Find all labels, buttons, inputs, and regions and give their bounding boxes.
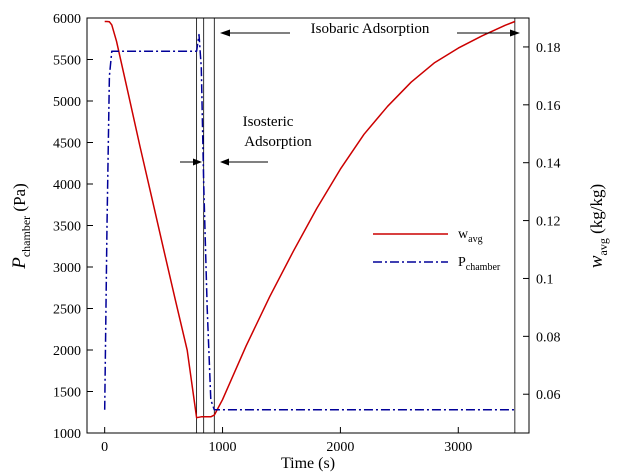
y-left-title-main: P xyxy=(9,257,30,270)
y-right-title-unit: (kg/kg) xyxy=(587,184,606,238)
y-right-tick-label: 0.1 xyxy=(536,272,554,287)
isosteric-label-line1: Isosteric xyxy=(243,114,294,130)
y-right-axis-title: wavg (kg/kg) xyxy=(586,184,610,268)
y-left-tick-label: 2500 xyxy=(53,303,81,318)
y-right-tick-label: 0.16 xyxy=(536,99,561,114)
y-left-tick-label: 3500 xyxy=(53,220,81,235)
y-right-tick-label: 0.12 xyxy=(536,215,561,230)
y-left-axis-ticks: 1000 1500 2000 2500 3000 3500 4000 4500 5000 5500… xyxy=(53,12,93,442)
isobaric-annotation: Isobaric Adsorption xyxy=(220,21,520,37)
y-left-tick-label: 2000 xyxy=(53,344,81,359)
y-right-tick-label: 0.18 xyxy=(536,41,561,56)
isosteric-annotation: Isosteric Adsorption xyxy=(180,114,312,166)
x-tick-label: 3000 xyxy=(444,440,472,455)
y-left-tick-label: 4500 xyxy=(53,137,81,152)
phase-divider-lines xyxy=(196,18,516,433)
series-line-p-chamber xyxy=(103,33,515,411)
legend-label-w-avg: wavg xyxy=(458,227,483,245)
x-tick-label: 2000 xyxy=(326,440,354,455)
x-axis-ticks: 0 1000 2000 3000 xyxy=(101,427,472,455)
y-right-tick-label: 0.14 xyxy=(536,157,561,172)
y-left-title-sub: chamber xyxy=(19,216,33,257)
y-right-axis-ticks: 0.06 0.08 0.1 0.12 0.14 0.16 0.18 xyxy=(523,41,561,403)
y-right-title-main: w xyxy=(586,255,607,268)
isosteric-arrowhead-left xyxy=(193,158,202,166)
x-tick-label: 0 xyxy=(101,440,108,455)
y-left-tick-label: 5000 xyxy=(53,95,81,110)
y-right-tick-label: 0.06 xyxy=(536,388,561,403)
y-left-axis-title: Pchamber (Pa) xyxy=(9,183,33,270)
y-left-tick-label: 1000 xyxy=(53,427,81,442)
y-left-tick-label: 3000 xyxy=(53,261,81,276)
legend-label-p-chamber: Pchamber xyxy=(458,255,501,273)
y-left-tick-label: 5500 xyxy=(53,54,81,69)
series-layer xyxy=(103,20,516,419)
isosteric-label-line2: Adsorption xyxy=(244,134,312,150)
y-right-tick-label: 0.08 xyxy=(536,330,561,345)
legend-label-p-chamber-sub: chamber xyxy=(466,262,501,273)
y-left-tick-label: 6000 xyxy=(53,12,81,27)
legend-label-w-avg-sub: avg xyxy=(468,234,482,245)
legend-label-w-avg-main: w xyxy=(458,227,469,242)
y-left-tick-label: 4000 xyxy=(53,178,81,193)
series-line-w-avg xyxy=(104,20,516,419)
x-axis-title: Time (s) xyxy=(281,455,335,472)
isosteric-arrowhead-right xyxy=(220,158,229,166)
legend: wavg Pchamber xyxy=(373,227,501,273)
legend-label-p-chamber-main: P xyxy=(458,255,466,270)
x-tick-label: 1000 xyxy=(209,440,237,455)
isobaric-label: Isobaric Adsorption xyxy=(311,21,430,37)
y-left-title-unit: (Pa) xyxy=(10,183,29,216)
isobaric-arrowhead-right xyxy=(510,29,520,37)
isobaric-arrowhead-left xyxy=(220,29,230,37)
y-right-title-sub: avg xyxy=(596,238,610,255)
y-left-tick-label: 1500 xyxy=(53,386,81,401)
